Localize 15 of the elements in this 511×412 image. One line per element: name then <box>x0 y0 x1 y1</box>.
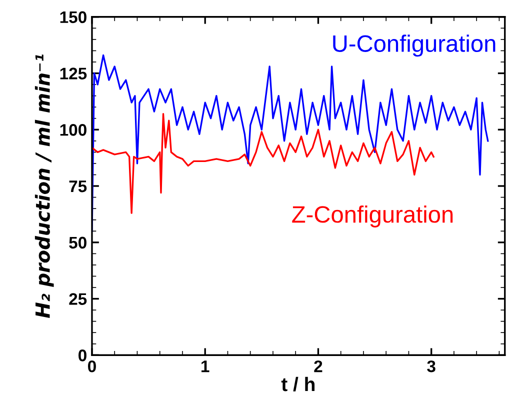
x-tick-label: 0 <box>88 360 96 372</box>
y-tick-label: 150 <box>60 11 86 24</box>
x-tick-label: 3 <box>427 360 436 372</box>
x-tick-label: 2 <box>314 360 322 372</box>
y-tick-label: 25 <box>69 293 87 305</box>
y-axis-title: H₂ production / ml min⁻¹ <box>34 54 54 318</box>
series-label: Z-Configuration <box>292 205 453 228</box>
y-tick-label: 75 <box>69 180 87 192</box>
x-axis-title: t / h <box>281 376 314 392</box>
y-tick-label: 100 <box>60 124 86 136</box>
y-tick-label: 50 <box>69 236 86 249</box>
y-tick-label: 125 <box>60 68 87 80</box>
x-tick-label: 1 <box>202 360 210 372</box>
series-label: U-Configuration <box>333 34 496 57</box>
y-tick-label: 0 <box>78 350 86 362</box>
